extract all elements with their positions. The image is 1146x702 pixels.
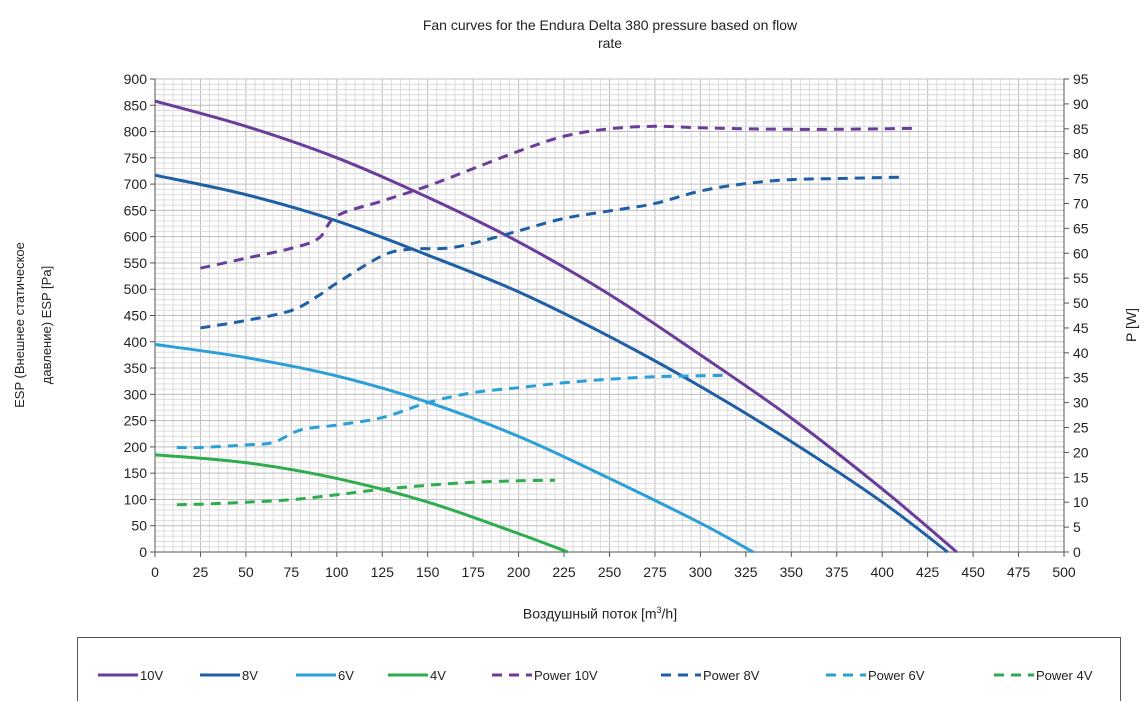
y2-tick-label: 40 <box>1073 345 1089 361</box>
x-tick-label: 125 <box>371 564 395 580</box>
series-lines <box>154 99 958 554</box>
chart-title-line2: rate <box>597 35 623 51</box>
y-tick-label: 500 <box>124 281 148 297</box>
x-tick-label: 300 <box>689 564 713 580</box>
x-tick-label: 200 <box>507 564 531 580</box>
legend-label-8v: 8V <box>242 668 258 683</box>
tick-labels: 0 25 50 75 100 125 150 175 200 225 250 275 300 325 350… <box>124 71 1089 580</box>
y-tick-label: 550 <box>124 255 148 271</box>
legend-label-4v: 4V <box>430 668 446 683</box>
y-tick-label: 700 <box>124 176 148 192</box>
y-axis-label-right: P [W] <box>1123 308 1139 342</box>
x-tick-label: 500 <box>1052 564 1076 580</box>
y2-tick-label: 45 <box>1073 320 1089 336</box>
x-tick-label: 375 <box>825 564 849 580</box>
series-line-8v <box>154 173 949 554</box>
y2-tick-label: 15 <box>1073 469 1089 485</box>
legend-box <box>77 637 1121 701</box>
y2-tick-label: 70 <box>1073 195 1089 211</box>
series-line-power-8v <box>200 175 905 330</box>
y-tick-label: 900 <box>124 71 148 87</box>
x-tick-label: 400 <box>871 564 895 580</box>
y-tick-label: 200 <box>124 439 148 455</box>
y2-tick-label: 60 <box>1073 245 1089 261</box>
x-tick-label: 425 <box>916 564 940 580</box>
x-tick-label: 0 <box>151 564 159 580</box>
x-tick-label: 25 <box>193 564 209 580</box>
x-tick-label: 275 <box>643 564 667 580</box>
x-tick-label: 325 <box>734 564 758 580</box>
y-tick-label: 750 <box>124 150 148 166</box>
y-tick-label: 150 <box>124 465 148 481</box>
y-axis-label-line1: ESP (Внешнее статическое <box>12 242 27 408</box>
y2-tick-label: 75 <box>1073 171 1089 187</box>
legend: 10V 8V 6V 4V Power 10V Power 8V Power 6V Power … <box>98 668 1093 683</box>
y-tick-label: 0 <box>139 544 147 560</box>
legend-label-power-6v: Power 6V <box>868 668 925 683</box>
legend-label-6v: 6V <box>338 668 354 683</box>
series-line-power-10v <box>200 124 919 270</box>
x-axis-label-tail: /h] <box>661 605 678 622</box>
legend-label-power-10v: Power 10V <box>534 668 598 683</box>
y2-tick-label: 5 <box>1073 519 1081 535</box>
y2-tick-label: 65 <box>1073 220 1089 236</box>
y2-tick-label: 10 <box>1073 494 1089 510</box>
x-tick-label: 250 <box>598 564 622 580</box>
y-tick-label: 50 <box>131 518 147 534</box>
x-tick-label: 350 <box>780 564 804 580</box>
x-tick-label: 75 <box>284 564 300 580</box>
x-axis-label-text: Воздушный поток [m <box>522 605 657 622</box>
series-line-10v <box>154 99 958 554</box>
y-tick-label: 350 <box>124 360 148 376</box>
y2-tick-label: 30 <box>1073 395 1089 411</box>
x-tick-label: 450 <box>961 564 985 580</box>
y2-tick-label: 80 <box>1073 146 1089 162</box>
y-tick-label: 100 <box>124 491 148 507</box>
y2-tick-label: 0 <box>1073 544 1081 560</box>
y-tick-label: 300 <box>124 386 148 402</box>
y-tick-label: 600 <box>124 229 148 245</box>
chart-title: Fan curves for the Endura Delta 380 pres… <box>360 16 860 52</box>
y2-tick-label: 35 <box>1073 370 1089 386</box>
grid-lines <box>154 78 1065 553</box>
x-tick-label: 175 <box>461 564 485 580</box>
y-axis-label-line2: давление) ESP [Pa] <box>39 265 54 385</box>
x-tick-label: 475 <box>1007 564 1031 580</box>
x-axis-label-sup: 3 <box>656 605 662 615</box>
y-tick-label: 450 <box>124 308 148 324</box>
y-tick-label: 400 <box>124 334 148 350</box>
x-tick-label: 150 <box>416 564 440 580</box>
y2-tick-label: 85 <box>1073 121 1089 137</box>
x-axis-label: Воздушный поток [m3/h] <box>360 605 840 622</box>
y2-tick-label: 25 <box>1073 420 1089 436</box>
y2-tick-label: 55 <box>1073 270 1089 286</box>
y-tick-label: 850 <box>124 97 148 113</box>
y2-tick-label: 20 <box>1073 444 1089 460</box>
y-tick-label: 650 <box>124 202 148 218</box>
legend-label-power-4v: Power 4V <box>1036 668 1093 683</box>
x-tick-label: 50 <box>238 564 254 580</box>
series-line-4v <box>154 453 569 554</box>
y-tick-label: 800 <box>124 124 148 140</box>
x-tick-label: 100 <box>325 564 349 580</box>
series-line-6v <box>154 342 754 554</box>
legend-label-10v: 10V <box>140 668 163 683</box>
y-tick-label: 250 <box>124 413 148 429</box>
chart-title-line1: Fan curves for the Endura Delta 380 pres… <box>422 17 798 33</box>
legend-label-power-8v: Power 8V <box>703 668 760 683</box>
x-tick-label: 225 <box>552 564 576 580</box>
y2-tick-label: 90 <box>1073 96 1089 112</box>
y2-tick-label: 95 <box>1073 71 1089 87</box>
series-line-power-6v <box>176 373 728 450</box>
y2-tick-label: 50 <box>1073 295 1089 311</box>
